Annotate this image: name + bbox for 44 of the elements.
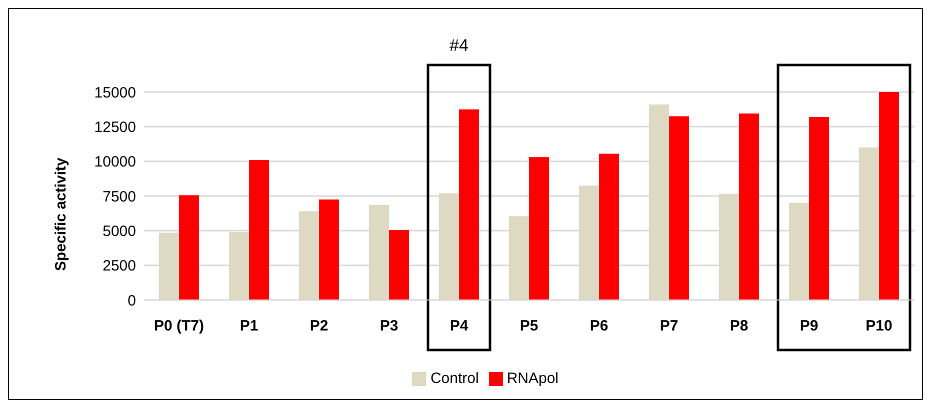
bar bbox=[459, 109, 479, 300]
bar bbox=[789, 202, 809, 300]
x-tick-label: P4 bbox=[450, 318, 469, 335]
bar bbox=[369, 205, 389, 300]
bar bbox=[319, 199, 339, 300]
y-tick-label: 15000 bbox=[94, 84, 136, 102]
y-tick-label: 5000 bbox=[102, 222, 136, 240]
bar bbox=[859, 147, 879, 300]
bar bbox=[739, 113, 759, 300]
bar bbox=[439, 193, 459, 300]
y-tick-label: 2500 bbox=[102, 258, 136, 275]
bar bbox=[179, 195, 199, 300]
x-tick-label: P9 bbox=[800, 318, 818, 335]
y-tick-label: 7500 bbox=[102, 188, 136, 206]
bar bbox=[229, 232, 249, 300]
x-tick-label: P8 bbox=[730, 318, 748, 335]
x-tick-label: P0 (T7) bbox=[154, 318, 204, 335]
bar bbox=[719, 194, 739, 300]
bar bbox=[599, 154, 619, 300]
y-tick-label: 0 bbox=[128, 292, 136, 310]
bar bbox=[159, 232, 179, 300]
bar bbox=[879, 92, 899, 300]
x-tick-label: P10 bbox=[866, 318, 892, 335]
y-tick-label: 10000 bbox=[94, 154, 136, 171]
bar bbox=[249, 160, 269, 300]
y-tick-label: 12500 bbox=[94, 118, 136, 136]
bar bbox=[509, 216, 529, 300]
legend-label: RNApol bbox=[506, 370, 559, 387]
bar bbox=[579, 186, 599, 300]
x-tick-label: P1 bbox=[240, 318, 258, 335]
bar bbox=[299, 211, 319, 300]
x-tick-label: P6 bbox=[590, 318, 608, 335]
x-tick-label: P2 bbox=[310, 318, 328, 335]
bar bbox=[649, 104, 669, 300]
x-tick-label: P7 bbox=[660, 318, 678, 335]
bar bbox=[669, 116, 689, 300]
bar bbox=[529, 157, 549, 300]
legend-label: Control bbox=[430, 370, 479, 387]
text: #4 bbox=[450, 36, 468, 55]
bar bbox=[809, 116, 829, 300]
y-axis-title: Specific activity bbox=[52, 156, 70, 271]
x-tick-label: P5 bbox=[520, 318, 538, 335]
bar bbox=[389, 230, 409, 300]
x-tick-label: P3 bbox=[380, 318, 398, 335]
